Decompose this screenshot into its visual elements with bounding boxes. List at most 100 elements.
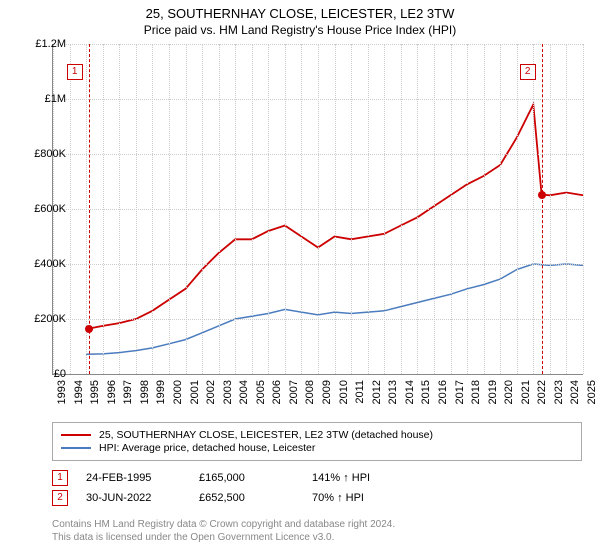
x-axis-label: 2016 [437, 380, 449, 404]
grid-v [368, 44, 369, 374]
x-axis-label: 2024 [569, 380, 581, 404]
marker-box-2: 2 [520, 64, 536, 80]
legend-row-hpi: HPI: Average price, detached house, Leic… [61, 442, 573, 454]
sale-marker-1: 1 [52, 470, 68, 486]
grid-v [169, 44, 170, 374]
x-axis-label: 2017 [454, 380, 466, 404]
grid-v [186, 44, 187, 374]
sales-table: 1 24-FEB-1995 £165,000 141% ↑ HPI 2 30-J… [52, 466, 582, 510]
marker-dashed-line [542, 44, 543, 374]
x-axis-label: 2020 [503, 380, 515, 404]
grid-v [417, 44, 418, 374]
y-axis-label: £0 [54, 368, 66, 380]
x-axis-label: 2025 [586, 380, 598, 404]
x-axis-label: 2023 [553, 380, 565, 404]
legend-row-property: 25, SOUTHERNHAY CLOSE, LEICESTER, LE2 3T… [61, 429, 573, 441]
x-axis-label: 2021 [520, 380, 532, 404]
x-axis-label: 2002 [205, 380, 217, 404]
x-axis-label: 1995 [89, 380, 101, 404]
grid-v [467, 44, 468, 374]
legend-label-hpi: HPI: Average price, detached house, Leic… [99, 442, 315, 454]
title-main: 25, SOUTHERNHAY CLOSE, LEICESTER, LE2 3T… [0, 6, 600, 21]
chart-container: 25, SOUTHERNHAY CLOSE, LEICESTER, LE2 3T… [0, 0, 600, 560]
grid-v [103, 44, 104, 374]
x-axis-label: 2009 [321, 380, 333, 404]
sale-date-1: 24-FEB-1995 [86, 472, 181, 484]
y-axis-label: £1M [45, 93, 66, 105]
grid-v [152, 44, 153, 374]
x-axis-label: 2013 [387, 380, 399, 404]
x-axis-label: 2014 [404, 380, 416, 404]
legend-swatch-hpi [61, 447, 91, 449]
sale-pct-1: 141% ↑ HPI [312, 472, 407, 484]
x-axis-label: 2019 [487, 380, 499, 404]
grid-v [285, 44, 286, 374]
x-axis-label: 2011 [354, 380, 366, 404]
x-axis-label: 2004 [238, 380, 250, 404]
grid-v [202, 44, 203, 374]
grid-v [583, 44, 584, 374]
x-axis-label: 2007 [288, 380, 300, 404]
sale-row-2: 2 30-JUN-2022 £652,500 70% ↑ HPI [52, 490, 582, 506]
y-axis-label: £1.2M [35, 38, 66, 50]
x-axis-label: 2001 [189, 380, 201, 404]
grid-v [566, 44, 567, 374]
x-axis-label: 1994 [73, 380, 85, 404]
x-axis-label: 2006 [271, 380, 283, 404]
grid-v [351, 44, 352, 374]
sale-date-2: 30-JUN-2022 [86, 492, 181, 504]
x-axis-label: 2012 [371, 380, 383, 404]
grid-v [533, 44, 534, 374]
sale-row-1: 1 24-FEB-1995 £165,000 141% ↑ HPI [52, 470, 582, 486]
y-axis-label: £600K [34, 203, 66, 215]
x-axis-label: 2018 [470, 380, 482, 404]
grid-v [384, 44, 385, 374]
grid-v [434, 44, 435, 374]
sale-pct-2: 70% ↑ HPI [312, 492, 407, 504]
x-axis-label: 2003 [222, 380, 234, 404]
marker-point [85, 325, 93, 333]
grid-v [235, 44, 236, 374]
x-axis-label: 1998 [139, 380, 151, 404]
y-axis-label: £800K [34, 148, 66, 160]
grid-v [318, 44, 319, 374]
grid-v [301, 44, 302, 374]
grid-v [401, 44, 402, 374]
x-axis-label: 2008 [304, 380, 316, 404]
footer-line-1: Contains HM Land Registry data © Crown c… [52, 518, 582, 531]
x-axis-label: 1996 [106, 380, 118, 404]
sale-price-2: £652,500 [199, 492, 294, 504]
grid-v [451, 44, 452, 374]
legend: 25, SOUTHERNHAY CLOSE, LEICESTER, LE2 3T… [52, 422, 582, 461]
series-property [89, 105, 583, 329]
grid-v [335, 44, 336, 374]
marker-box-1: 1 [67, 64, 83, 80]
y-axis-label: £400K [34, 258, 66, 270]
grid-v [268, 44, 269, 374]
x-axis-label: 1993 [56, 380, 68, 404]
title-sub: Price paid vs. HM Land Registry's House … [0, 23, 600, 37]
sale-marker-2: 2 [52, 490, 68, 506]
legend-swatch-property [61, 434, 91, 436]
x-axis-label: 2022 [536, 380, 548, 404]
title-block: 25, SOUTHERNHAY CLOSE, LEICESTER, LE2 3T… [0, 0, 600, 37]
y-axis-label: £200K [34, 313, 66, 325]
footer: Contains HM Land Registry data © Crown c… [52, 518, 582, 544]
x-axis-label: 2005 [255, 380, 267, 404]
x-axis-label: 2015 [420, 380, 432, 404]
grid-v [136, 44, 137, 374]
chart-plot-area: 12 [52, 44, 583, 375]
grid-v [484, 44, 485, 374]
sale-price-1: £165,000 [199, 472, 294, 484]
grid-v [252, 44, 253, 374]
x-axis-label: 1999 [155, 380, 167, 404]
footer-line-2: This data is licensed under the Open Gov… [52, 531, 582, 544]
x-axis-label: 2000 [172, 380, 184, 404]
grid-v [517, 44, 518, 374]
x-axis-label: 1997 [122, 380, 134, 404]
grid-v [219, 44, 220, 374]
marker-point [538, 191, 546, 199]
grid-v [70, 44, 71, 374]
grid-v [550, 44, 551, 374]
grid-v [119, 44, 120, 374]
